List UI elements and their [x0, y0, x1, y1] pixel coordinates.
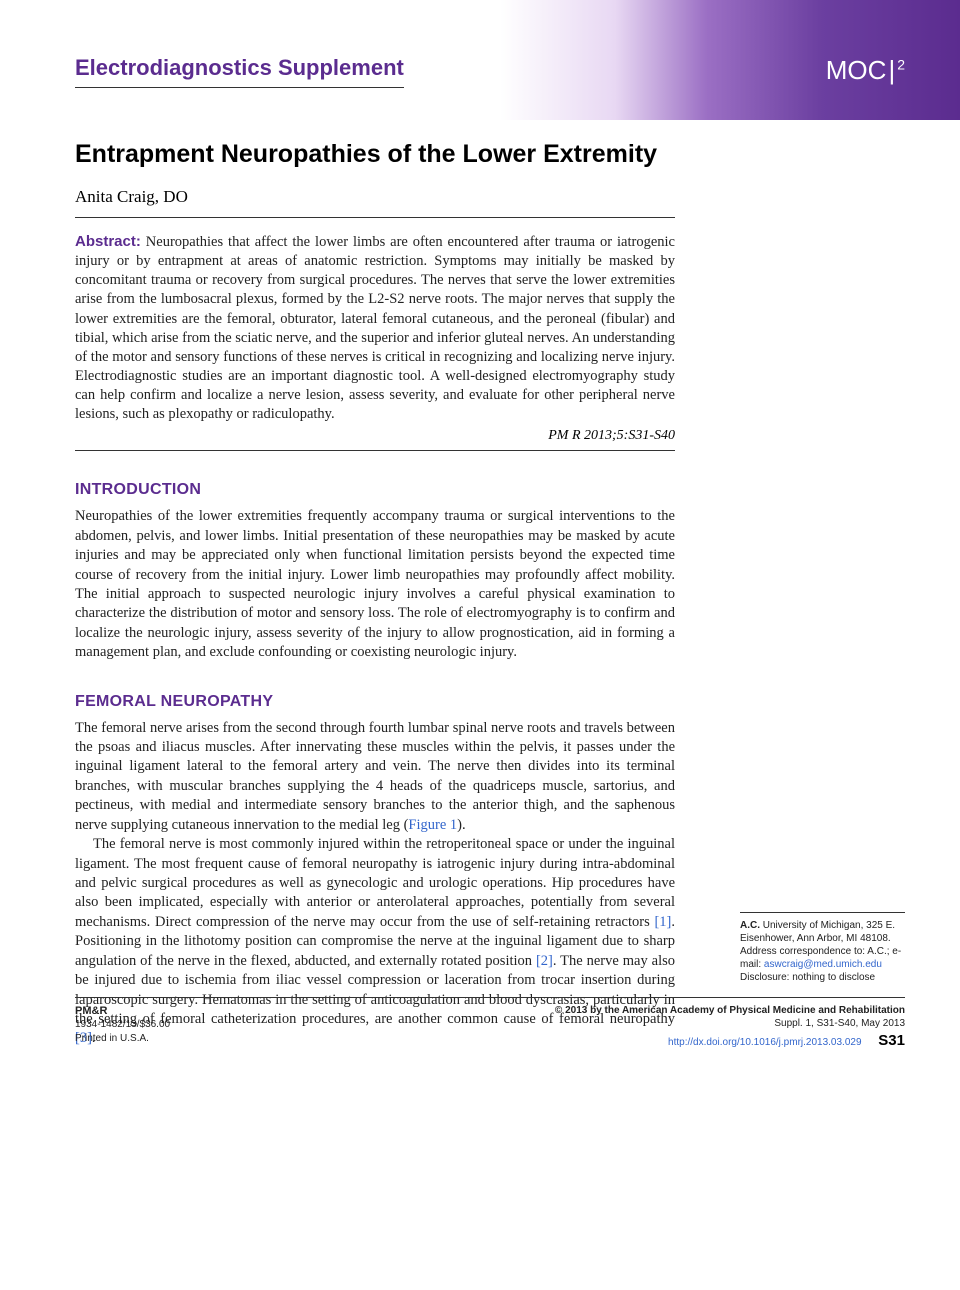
author-affiliation-box: A.C. University of Michigan, 325 E. Eise…	[740, 912, 905, 984]
femoral-paragraph-1: The femoral nerve arises from the second…	[75, 719, 675, 836]
footer-doi-link[interactable]: http://dx.doi.org/10.1016/j.pmrj.2013.03…	[668, 1037, 861, 1048]
moc-text: MOC	[826, 55, 887, 85]
citation-line: PM R 2013;5:S31-S40	[75, 428, 675, 444]
footer-volume: Suppl. 1, S31-S40, May 2013	[555, 1017, 905, 1031]
section-heading-femoral: FEMORAL NEUROPATHY	[75, 693, 675, 711]
footer-printed: Printed in U.S.A.	[75, 1032, 170, 1046]
moc-number: 2	[897, 56, 905, 72]
moc-divider-icon: |	[888, 55, 895, 85]
page-footer: PM&R 1934-1482/13/$36.00 Printed in U.S.…	[75, 997, 905, 1051]
footer-copyright: © 2013 by the American Academy of Physic…	[555, 1004, 905, 1018]
content-column: Anita Craig, DO Abstract: Neuropathies t…	[75, 187, 675, 1049]
author-email-link[interactable]: aswcraig@med.umich.edu	[764, 959, 882, 970]
footer-journal: PM&R	[75, 1004, 170, 1019]
moc-badge: MOC|2	[826, 55, 905, 86]
femoral-p2a: The femoral nerve is most commonly injur…	[75, 836, 675, 930]
author-initials: A.C.	[740, 920, 760, 931]
abstract-block: Abstract: Neuropathies that affect the l…	[75, 232, 675, 424]
section-heading-introduction: INTRODUCTION	[75, 481, 675, 499]
author-line: Anita Craig, DO	[75, 187, 675, 207]
abstract-label: Abstract:	[75, 233, 141, 250]
abstract-body: Neuropathies that affect the lower limbs…	[75, 234, 675, 422]
ref-link-2[interactable]: [2]	[536, 953, 553, 969]
figure-1-link[interactable]: Figure 1	[408, 817, 457, 833]
footer-right: © 2013 by the American Academy of Physic…	[555, 1004, 905, 1051]
article-title: Entrapment Neuropathies of the Lower Ext…	[75, 140, 905, 169]
rule-under-abstract	[75, 450, 675, 451]
femoral-p1-tail: ).	[457, 817, 465, 833]
rule-under-author	[75, 217, 675, 218]
footer-page-number: S31	[878, 1032, 905, 1049]
introduction-body: Neuropathies of the lower extremities fr…	[75, 507, 675, 662]
footer-issn: 1934-1482/13/$36.00	[75, 1018, 170, 1032]
disclosure-line: Disclosure: nothing to disclose	[740, 971, 905, 984]
femoral-p1-text: The femoral nerve arises from the second…	[75, 720, 675, 833]
page-container: Electrodiagnostics Supplement MOC|2 Entr…	[0, 0, 960, 1079]
footer-left: PM&R 1934-1482/13/$36.00 Printed in U.S.…	[75, 1004, 170, 1051]
ref-link-1[interactable]: [1]	[654, 914, 671, 930]
supplement-label: Electrodiagnostics Supplement	[75, 55, 404, 88]
